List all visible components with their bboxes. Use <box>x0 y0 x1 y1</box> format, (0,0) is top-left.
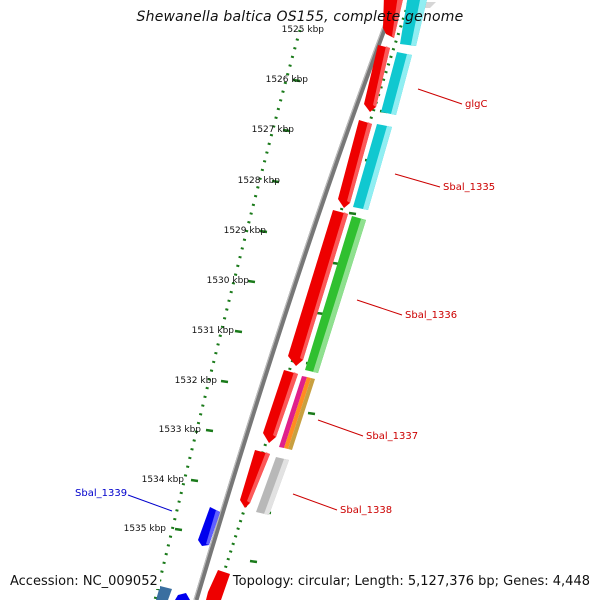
gray-shading <box>264 459 289 515</box>
inner-track-ticks <box>174 78 301 532</box>
callout-lines <box>127 88 463 512</box>
blue-shading <box>206 510 220 545</box>
gene-label-sbal1335[interactable]: Sbal_1335 <box>443 182 495 193</box>
tick-label: 1533 kbp <box>159 425 202 435</box>
tick-labels: 1525 kbp 1526 kbp 1527 kbp 1528 kbp 1529… <box>124 25 325 534</box>
gene-label-sbal1337[interactable]: Sbal_1337 <box>366 431 418 442</box>
tick-label: 1531 kbp <box>192 326 235 336</box>
cyan-shading <box>391 54 412 115</box>
green-shading <box>313 219 366 373</box>
gene-arrow-blue-bottom[interactable] <box>175 593 190 600</box>
inner-dotted-track <box>153 29 302 600</box>
map-title: Shewanella baltica OS155, complete genom… <box>136 9 464 25</box>
cyan-shading <box>411 0 427 46</box>
tick-label: 1529 kbp <box>224 226 267 236</box>
gene-label-sbal1336[interactable]: Sbal_1336 <box>405 310 457 321</box>
tick-label: 1532 kbp <box>175 376 218 386</box>
topology-text: Topology: circular; Length: 5,127,376 bp… <box>230 574 592 589</box>
tick-label: 1526 kbp <box>266 75 309 85</box>
tick-label: 1525 kbp <box>282 25 325 35</box>
tick-label: 1527 kbp <box>252 125 295 135</box>
genome-backbone-highlight <box>193 0 394 600</box>
cyan-features[interactable] <box>353 0 428 210</box>
gene-arrow-red-bottom[interactable] <box>206 570 230 600</box>
gene-labels: glgC Sbal_1335 Sbal_1336 Sbal_1337 Sbal_… <box>75 99 495 516</box>
tick-label: 1528 kbp <box>238 176 281 186</box>
accession-text: Accession: NC_009052 <box>8 574 160 589</box>
tick-label: 1534 kbp <box>142 475 185 485</box>
gene-label-sbal1338[interactable]: Sbal_1338 <box>340 505 392 516</box>
gene-label-sbal1339[interactable]: Sbal_1339 <box>75 488 127 499</box>
forward-cds-shading <box>247 0 403 503</box>
gene-feature-steelblue-bottom[interactable] <box>156 586 172 600</box>
gene-feature-multicolor[interactable] <box>279 376 315 450</box>
tick-label: 1530 kbp <box>207 276 250 286</box>
tick-label: 1535 kbp <box>124 524 167 534</box>
gene-label-glgc[interactable]: glgC <box>465 99 487 110</box>
cyan-shading <box>363 126 392 210</box>
genome-backbone <box>193 0 398 600</box>
